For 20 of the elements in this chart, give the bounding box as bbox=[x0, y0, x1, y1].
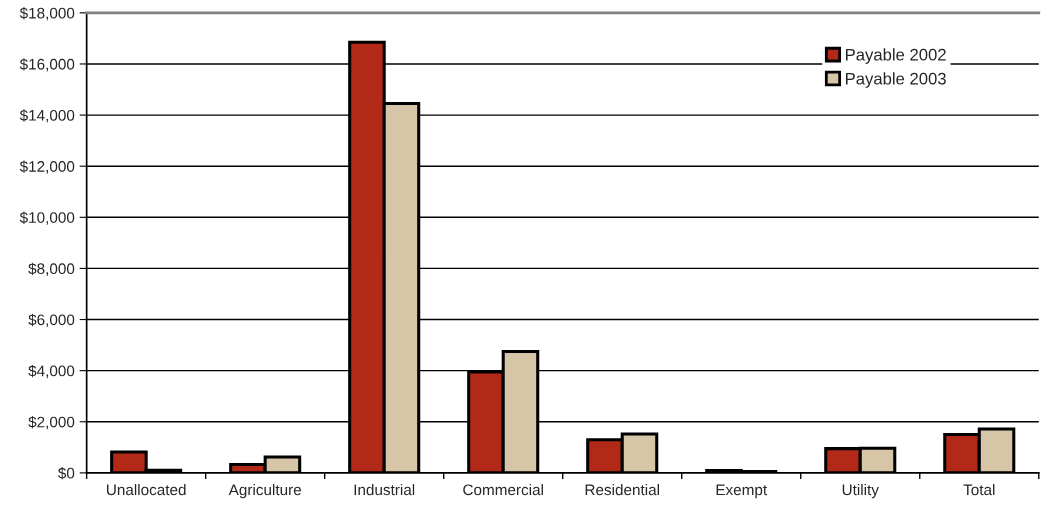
y-tick-label: $18,000 bbox=[19, 7, 75, 21]
legend-label: Payable 2002 bbox=[846, 48, 946, 64]
y-tick-label: $10,000 bbox=[19, 211, 75, 225]
y-tick-label: $4,000 bbox=[28, 364, 75, 379]
legend-label: Payable 2003 bbox=[846, 72, 946, 88]
x-tick-label: Unallocated bbox=[107, 483, 186, 496]
y-tick-label: $12,000 bbox=[19, 160, 75, 174]
x-tick-label: Agriculture bbox=[228, 483, 302, 499]
y-tick-label: $2,000 bbox=[28, 415, 75, 430]
x-tick-label: Exempt bbox=[716, 484, 768, 499]
y-tick-label: $0 bbox=[58, 467, 75, 480]
x-tick-label: Utility bbox=[842, 483, 879, 499]
x-tick-label: Industrial bbox=[354, 483, 415, 496]
y-tick-label: $6,000 bbox=[28, 313, 75, 328]
x-tick-label: Total bbox=[963, 483, 995, 496]
y-tick-label: $14,000 bbox=[19, 109, 75, 123]
x-tick-label: Commercial bbox=[463, 483, 543, 496]
y-tick-label: $8,000 bbox=[28, 262, 75, 276]
y-tick-label: $16,000 bbox=[19, 58, 75, 72]
x-tick-label: Residential bbox=[585, 483, 659, 496]
